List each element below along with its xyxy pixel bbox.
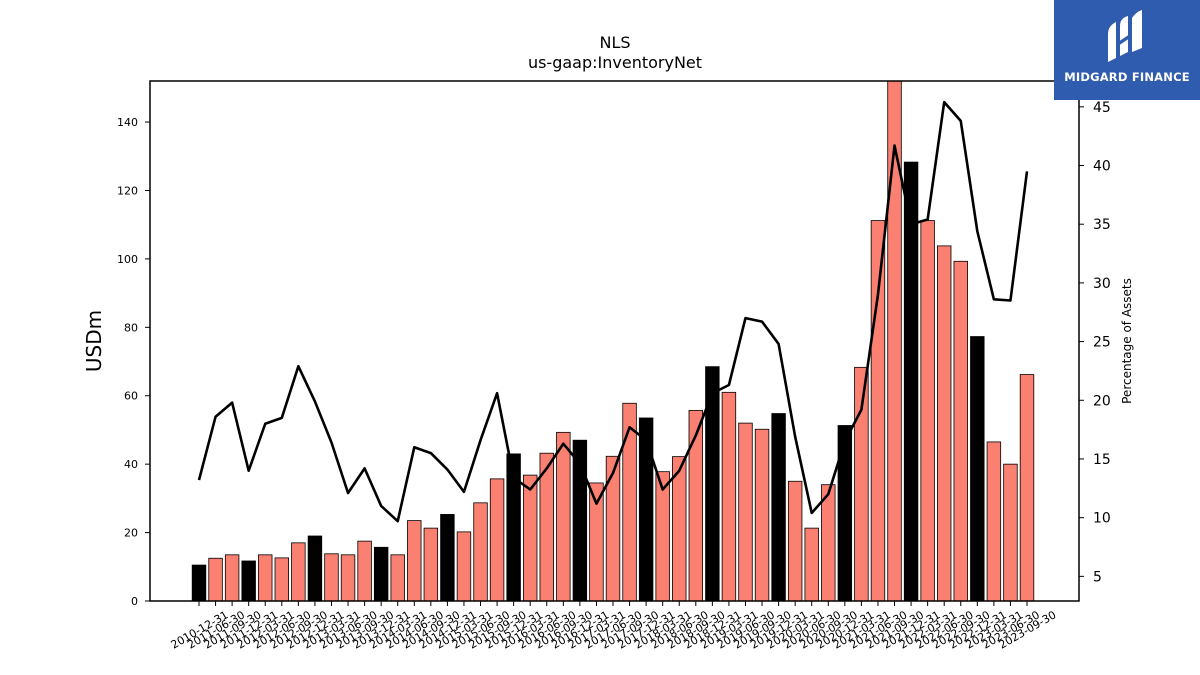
y-axis-label: USDm xyxy=(82,310,106,372)
bar-2023-06-30 xyxy=(1003,463,1018,601)
y-tick-label: 100 xyxy=(117,253,138,266)
bar-2016-03-31 xyxy=(523,474,538,601)
bar-2022-09-30 xyxy=(953,260,968,601)
bar-2022-06-30 xyxy=(937,245,952,601)
bar-2012-06-30 xyxy=(274,557,290,601)
y2-tick-label: 10 xyxy=(1093,511,1111,527)
bar-2011-12-31 xyxy=(241,560,256,601)
bars-group xyxy=(191,81,1035,601)
bar-2013-09-30 xyxy=(357,540,372,601)
bar-2013-12-31 xyxy=(373,546,389,601)
y-tick-label: 0 xyxy=(131,595,138,608)
bar-2014-03-31 xyxy=(390,554,405,601)
bar-2014-06-30 xyxy=(407,520,422,601)
y2-tick-label: 15 xyxy=(1093,452,1111,468)
bar-2018-03-31 xyxy=(655,471,670,601)
bar-2020-12-31 xyxy=(837,425,853,601)
midgard-finance-logo: MIDGARD FINANCE xyxy=(1054,0,1200,100)
y2-tick-label: 30 xyxy=(1093,276,1111,292)
bar-2020-03-31 xyxy=(787,480,803,601)
bar-2017-12-31 xyxy=(638,417,654,601)
bar-2015-12-31 xyxy=(506,453,521,601)
bar-2017-03-31 xyxy=(589,482,604,601)
bar-2014-09-30 xyxy=(423,527,439,601)
bar-2019-09-30 xyxy=(754,428,770,601)
logo-text: MIDGARD FINANCE xyxy=(1064,70,1190,84)
percentage-line xyxy=(197,100,1029,523)
bar-2017-06-30 xyxy=(605,455,621,601)
bar-2015-03-31 xyxy=(456,531,472,601)
y2-tick-label: 40 xyxy=(1093,159,1111,175)
y2-tick-label: 20 xyxy=(1093,393,1111,409)
bar-2019-06-30 xyxy=(738,422,753,601)
y2-tick-label: 25 xyxy=(1093,335,1111,351)
bar-2015-09-30 xyxy=(489,478,505,601)
y2-tick-label: 35 xyxy=(1093,217,1111,233)
y2-axis-label: Percentage of Assets xyxy=(1120,278,1134,404)
bar-2019-03-31 xyxy=(721,391,737,601)
bar-2014-12-31 xyxy=(440,514,455,601)
plot-frame xyxy=(149,80,1080,602)
bar-2021-12-31 xyxy=(903,161,919,601)
bar-2020-09-30 xyxy=(821,484,836,601)
bar-2018-09-30 xyxy=(688,410,704,601)
bar-2013-03-31 xyxy=(324,553,339,601)
bar-2016-09-30 xyxy=(556,431,571,601)
bar-2015-06-30 xyxy=(473,502,488,601)
bar-2018-12-31 xyxy=(705,366,720,601)
bar-2021-09-30 xyxy=(887,81,902,601)
bar-2019-12-31 xyxy=(771,413,786,601)
bar-2023-09-30 xyxy=(1019,374,1035,601)
y-tick-label: 80 xyxy=(124,321,138,334)
bar-2020-06-30 xyxy=(804,527,819,601)
logo-mark-icon xyxy=(1108,10,1142,62)
y2-tick-label: 5 xyxy=(1093,569,1102,585)
bar-2017-09-30 xyxy=(622,402,637,601)
bar-2012-03-31 xyxy=(258,554,273,601)
y-tick-label: 120 xyxy=(117,184,138,197)
y-tick-label: 140 xyxy=(117,116,138,129)
line-group xyxy=(197,100,1029,523)
chart-title: NLS xyxy=(599,33,630,52)
y-tick-label: 60 xyxy=(124,390,138,403)
bar-2018-06-30 xyxy=(672,456,687,601)
bar-2011-09-30 xyxy=(224,554,240,601)
bar-2011-06-30 xyxy=(208,557,223,601)
bar-2022-03-31 xyxy=(920,220,935,601)
y-tick-label: 20 xyxy=(124,527,138,540)
bar-2021-06-30 xyxy=(870,220,886,601)
bar-2013-06-30 xyxy=(340,554,356,601)
bar-2012-09-30 xyxy=(291,542,306,601)
y-tick-label: 40 xyxy=(124,458,138,471)
y2-tick-label: 45 xyxy=(1093,100,1111,116)
bar-2010-12-31 xyxy=(191,564,207,601)
bar-2023-03-31 xyxy=(986,441,1002,601)
chart-subtitle: us-gaap:InventoryNet xyxy=(528,53,702,72)
bar-2021-03-31 xyxy=(854,366,869,601)
bar-2012-12-31 xyxy=(307,535,323,601)
bar-2022-12-31 xyxy=(970,336,985,601)
axes-group: 020406080100120140510152025303540452010-… xyxy=(117,100,1111,652)
